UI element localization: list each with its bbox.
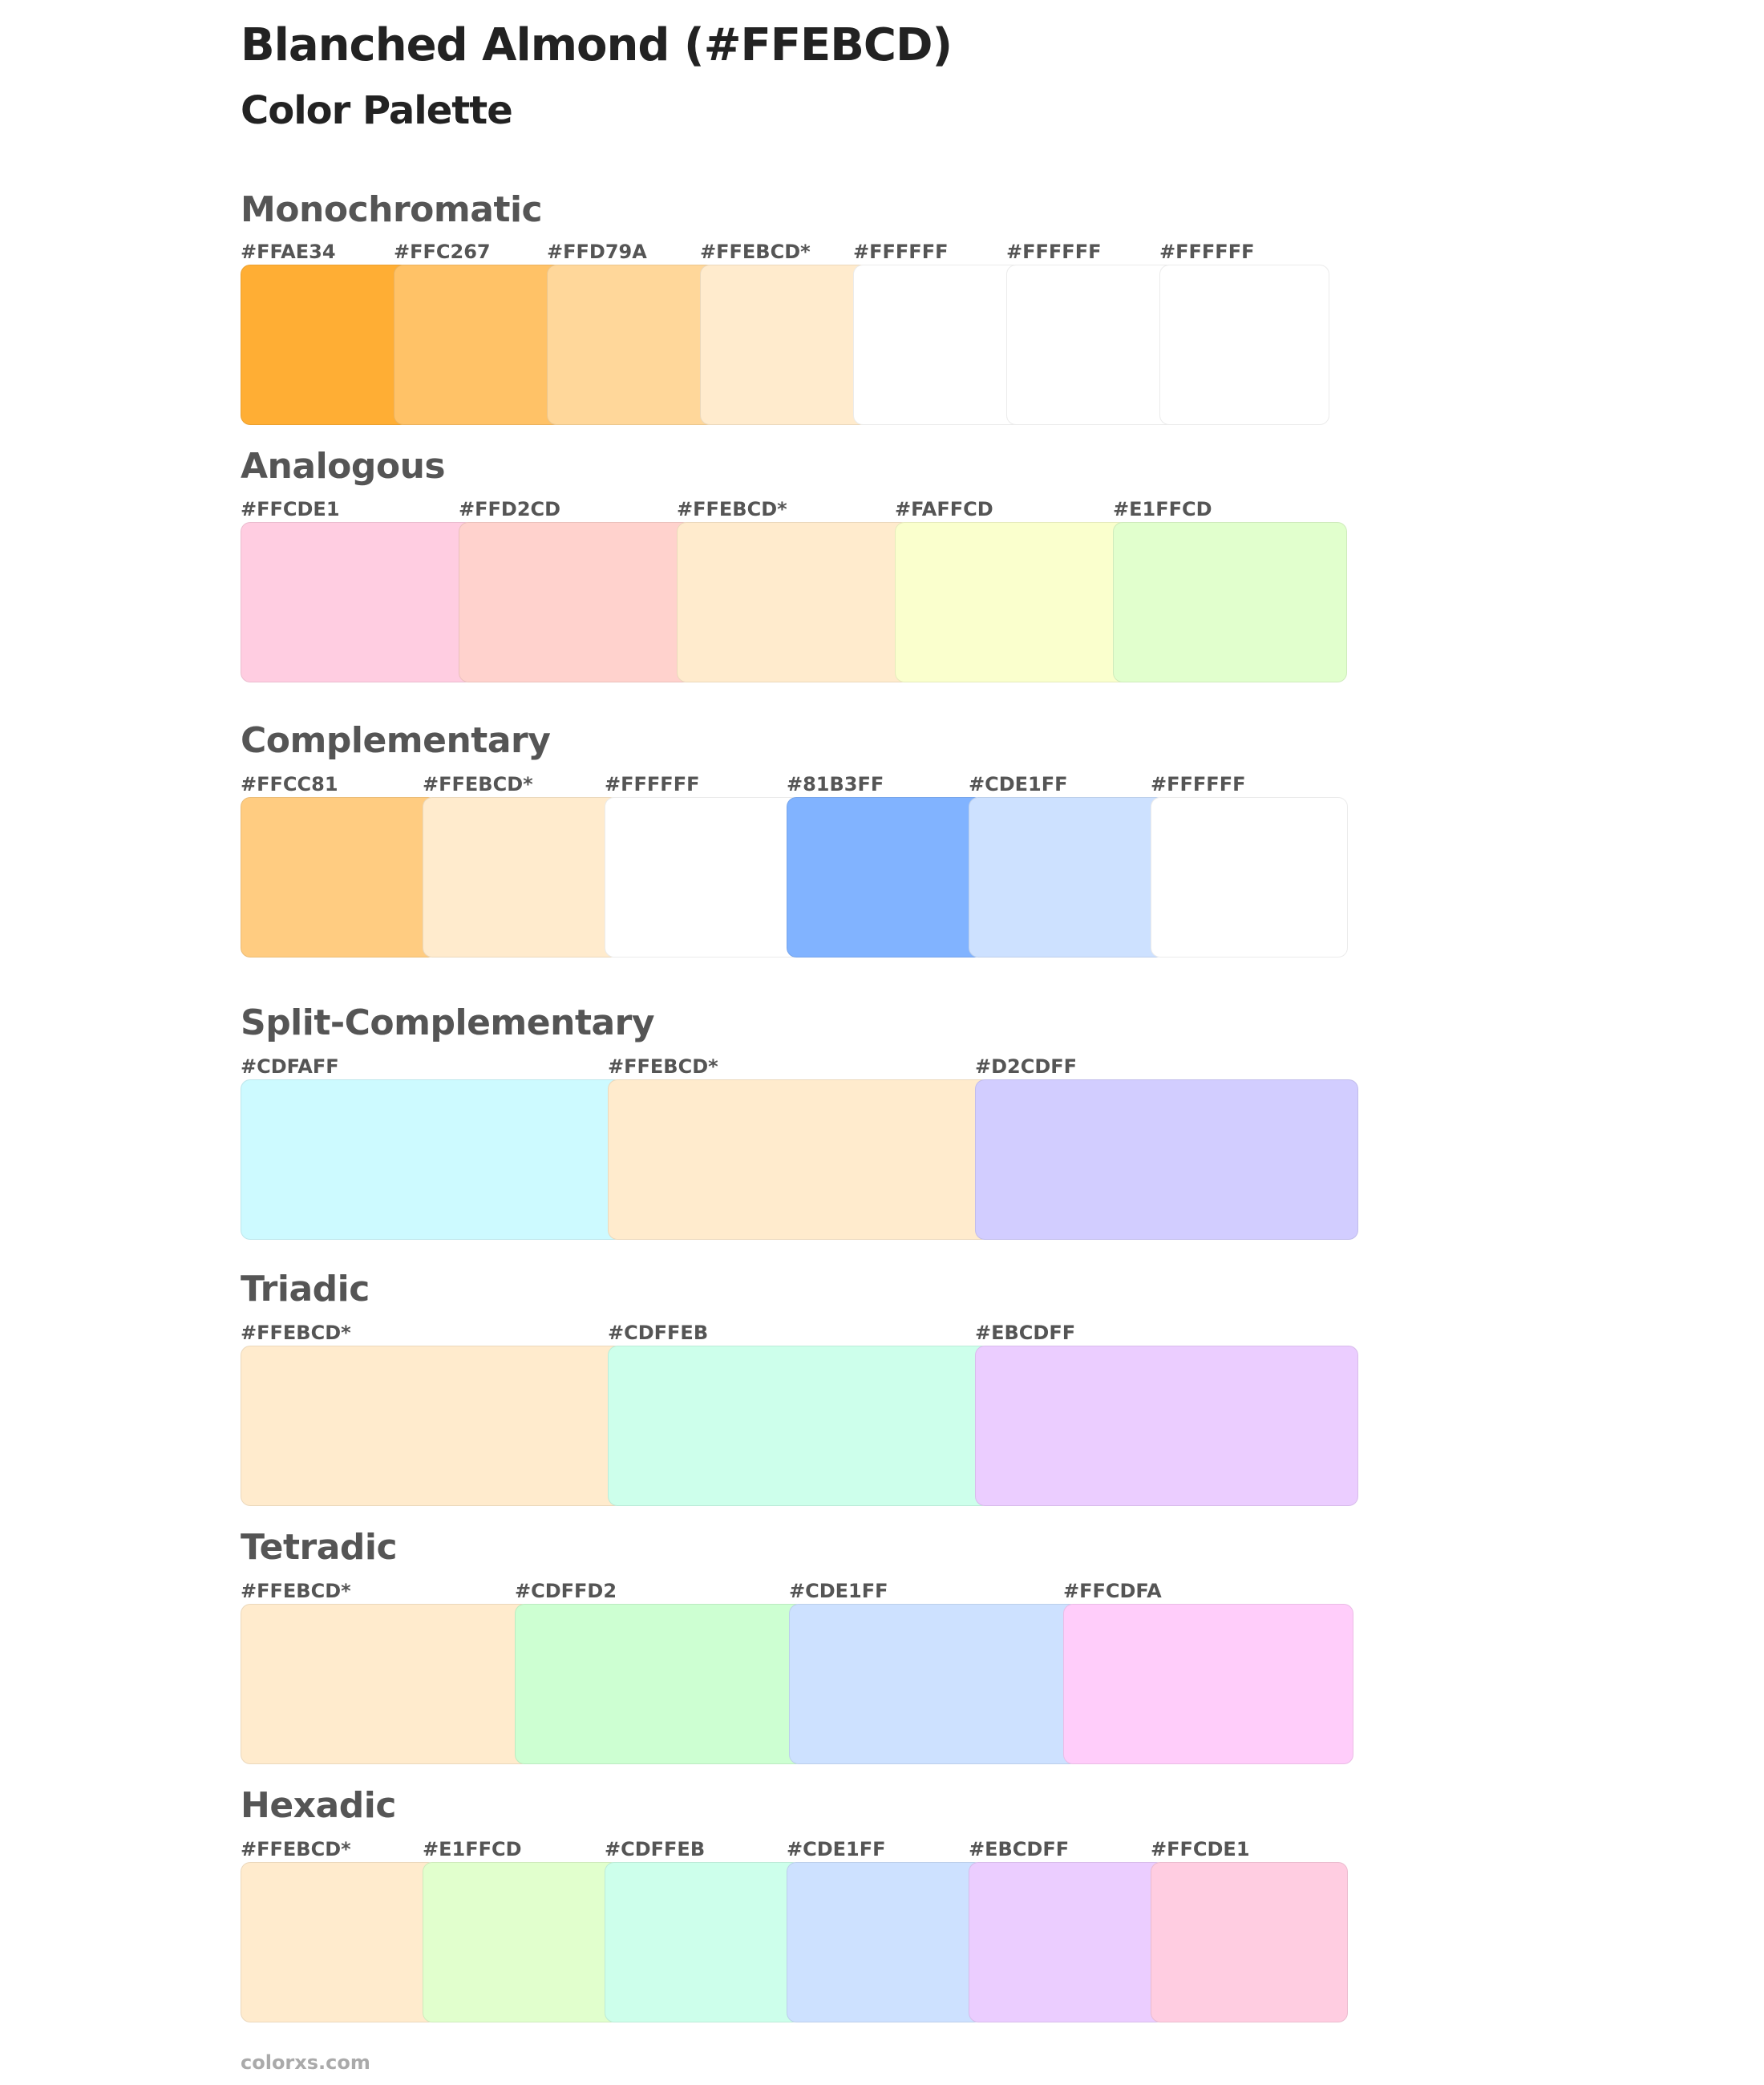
swatch-hex-label: #CDE1FF — [789, 1580, 888, 1602]
color-swatch[interactable] — [853, 265, 1023, 425]
swatch-hex-label: #FFCDE1 — [1151, 1838, 1250, 1860]
color-swatch[interactable] — [459, 522, 693, 682]
color-swatch[interactable] — [608, 1346, 991, 1506]
swatch-hex-label: #FFEBCD* — [677, 498, 787, 520]
section-title: Split-Complementary — [241, 1002, 655, 1043]
color-swatch[interactable] — [608, 1079, 991, 1240]
color-swatch[interactable] — [700, 265, 870, 425]
section-title: Monochromatic — [241, 189, 543, 230]
color-swatch[interactable] — [423, 1862, 620, 2022]
page-title: Blanched Almond (#FFEBCD) — [241, 19, 953, 71]
color-swatch[interactable] — [969, 1862, 1166, 2022]
color-swatch[interactable] — [1063, 1604, 1353, 1764]
color-swatch[interactable] — [895, 522, 1129, 682]
swatch-hex-label: #FFEBCD* — [241, 1580, 351, 1602]
page-subtitle: Color Palette — [241, 88, 513, 133]
swatch-hex-label: #FFEBCD* — [423, 773, 533, 796]
swatch-hex-label: #FAFFCD — [895, 498, 993, 520]
color-swatch[interactable] — [605, 1862, 802, 2022]
color-swatch[interactable] — [789, 1604, 1079, 1764]
swatch-hex-label: #FFCDFA — [1063, 1580, 1162, 1602]
swatch-hex-label: #CDFAFF — [241, 1055, 339, 1078]
color-swatch[interactable] — [241, 265, 411, 425]
swatch-hex-label: #FFCC81 — [241, 773, 338, 796]
swatch-hex-label: #FFEBCD* — [700, 241, 811, 263]
swatch-hex-label: #E1FFCD — [1113, 498, 1212, 520]
color-swatch[interactable] — [423, 797, 620, 957]
color-swatch[interactable] — [1151, 797, 1348, 957]
color-swatch[interactable] — [975, 1346, 1358, 1506]
swatch-hex-label: #CDFFD2 — [515, 1580, 617, 1602]
swatch-hex-label: #CDFFEB — [608, 1322, 709, 1344]
color-swatch[interactable] — [975, 1079, 1358, 1240]
section-title: Triadic — [241, 1269, 370, 1310]
color-swatch[interactable] — [969, 797, 1166, 957]
swatch-hex-label: #E1FFCD — [423, 1838, 522, 1860]
color-swatch[interactable] — [787, 1862, 984, 2022]
swatch-hex-label: #FFFFFF — [1159, 241, 1255, 263]
swatch-hex-label: #FFAE34 — [241, 241, 336, 263]
color-swatch[interactable] — [547, 265, 717, 425]
color-swatch[interactable] — [515, 1604, 805, 1764]
swatch-hex-label: #CDE1FF — [969, 773, 1068, 796]
color-swatch[interactable] — [241, 1604, 531, 1764]
swatch-hex-label: #FFEBCD* — [241, 1838, 351, 1860]
color-swatch[interactable] — [241, 1079, 624, 1240]
color-swatch[interactable] — [241, 1346, 624, 1506]
swatch-hex-label: #CDE1FF — [787, 1838, 886, 1860]
color-swatch[interactable] — [605, 797, 802, 957]
section-title: Analogous — [241, 446, 446, 487]
swatch-hex-label: #FFC267 — [394, 241, 491, 263]
section-title: Tetradic — [241, 1527, 398, 1568]
color-swatch[interactable] — [1151, 1862, 1348, 2022]
color-swatch[interactable] — [394, 265, 564, 425]
swatch-hex-label: #FFFFFF — [853, 241, 949, 263]
swatch-hex-label: #FFD79A — [547, 241, 647, 263]
swatch-hex-label: #FFEBCD* — [241, 1322, 351, 1344]
swatch-hex-label: #FFEBCD* — [608, 1055, 718, 1078]
swatch-hex-label: #EBCDFF — [969, 1838, 1070, 1860]
swatch-hex-label: #FFFFFF — [605, 773, 700, 796]
swatch-hex-label: #FFD2CD — [459, 498, 561, 520]
swatch-hex-label: #CDFFEB — [605, 1838, 706, 1860]
swatch-hex-label: #FFFFFF — [1006, 241, 1102, 263]
section-title: Hexadic — [241, 1785, 396, 1826]
color-swatch[interactable] — [1006, 265, 1176, 425]
color-swatch[interactable] — [677, 522, 911, 682]
swatch-hex-label: #EBCDFF — [975, 1322, 1076, 1344]
swatch-hex-label: #FFFFFF — [1151, 773, 1246, 796]
color-swatch[interactable] — [787, 797, 984, 957]
swatch-hex-label: #FFCDE1 — [241, 498, 340, 520]
color-swatch[interactable] — [241, 522, 475, 682]
color-swatch[interactable] — [241, 797, 438, 957]
color-swatch[interactable] — [1159, 265, 1329, 425]
footer-site-name: colorxs.com — [241, 2051, 370, 2074]
swatch-hex-label: #81B3FF — [787, 773, 884, 796]
swatch-hex-label: #D2CDFF — [975, 1055, 1078, 1078]
color-swatch[interactable] — [1113, 522, 1347, 682]
color-swatch[interactable] — [241, 1862, 438, 2022]
section-title: Complementary — [241, 720, 551, 761]
